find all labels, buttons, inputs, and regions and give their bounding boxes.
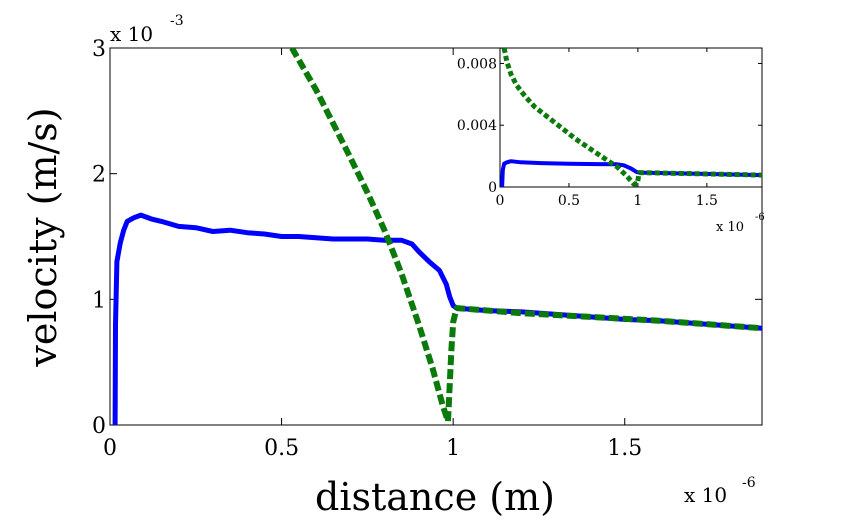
inset-series-analytic-line <box>501 48 762 187</box>
inset-y-tick-label-2: 0.008 <box>457 56 497 72</box>
inset-ticks <box>499 48 762 188</box>
x-multiplier-base: x 10 <box>684 483 727 507</box>
main-series <box>112 48 762 425</box>
main-y-tick-label-2: 2 <box>92 163 106 188</box>
main-x-tick-label-0: 0 <box>103 436 117 461</box>
x-axis-label: distance (m) <box>315 475 555 519</box>
inset-x-tick-label-2: 1 <box>633 193 642 209</box>
main-x-tick-label-2: 1 <box>446 436 460 461</box>
inset-plot-frame <box>499 47 763 188</box>
main-y-tick-label-0: 0 <box>92 414 106 439</box>
inset-x-tick-label-0: 0 <box>496 193 505 209</box>
inset-x-tick-label-1: 0.5 <box>558 193 580 209</box>
inset-x-multiplier-base: x 10 <box>716 220 744 235</box>
inset-x-multiplier-exponent: -6 <box>755 212 765 223</box>
y-multiplier-base: x 10 <box>110 22 153 46</box>
main-x-tick-label-1: 0.5 <box>264 436 299 461</box>
inset-y-tick-label-0: 0 <box>488 180 497 196</box>
main-y-tick-label-3: 3 <box>92 37 106 62</box>
y-axis-label: velocity (m/s) <box>21 107 65 367</box>
inset-y-tick-label-1: 0.004 <box>457 118 497 134</box>
inset-tick-labels: 0 0.5 1 1.5 0 0.004 0.008 <box>457 56 718 209</box>
inset-x-tick-label-3: 1.5 <box>696 193 718 209</box>
main-y-tick-label-1: 1 <box>92 288 106 313</box>
main-x-tick-label-3: 1.5 <box>607 436 642 461</box>
y-multiplier-exponent: -3 <box>170 13 184 29</box>
main-series-analytic-line <box>289 48 762 425</box>
main-tick-labels: 0 0.5 1 1.5 0 1 2 3 <box>92 37 642 461</box>
inset-series <box>500 48 762 187</box>
inset-series-simulated-line <box>500 159 762 187</box>
x-multiplier-exponent: -6 <box>742 475 756 491</box>
